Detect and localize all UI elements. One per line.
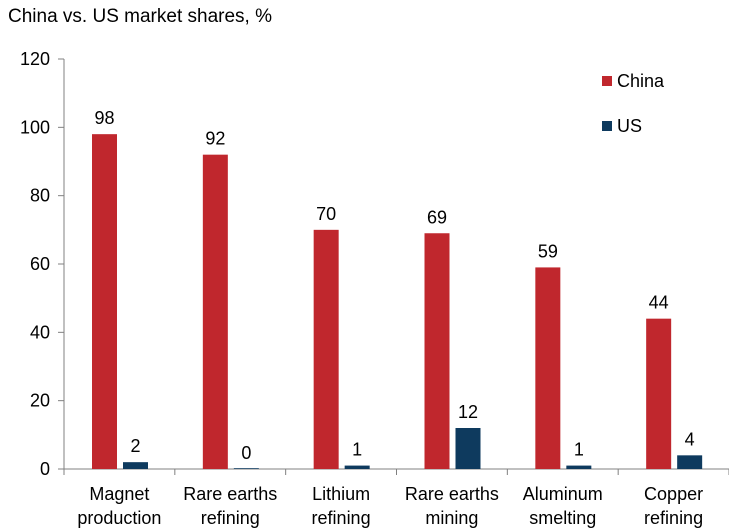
- bar-us: [677, 455, 703, 469]
- legend-swatch-china: [602, 76, 612, 86]
- y-axis-ticks: 0 20 40 60 80 100 120: [20, 49, 64, 479]
- category-label: refining: [312, 508, 371, 528]
- category-label: Lithium: [312, 484, 370, 504]
- chart-title: China vs. US market shares, %: [8, 6, 272, 27]
- y-tick-label: 60: [30, 254, 50, 274]
- bar-us: [123, 462, 148, 469]
- category-label: mining: [425, 508, 478, 528]
- bar-china: [202, 154, 228, 469]
- data-label-us: 2: [130, 436, 140, 456]
- bar-us: [566, 465, 592, 469]
- bar-china: [424, 233, 450, 469]
- data-label-us: 1: [352, 440, 362, 460]
- data-label-china: 69: [427, 207, 447, 227]
- category-label: refining: [201, 508, 260, 528]
- bar-china: [535, 267, 561, 469]
- y-tick-label: 120: [20, 49, 50, 69]
- category-label: smelting: [529, 508, 596, 528]
- x-axis-category-labels: Magnet production Rare earths refining Lithi…: [77, 484, 703, 528]
- bar-china: [313, 229, 339, 469]
- data-label-china: 59: [538, 241, 558, 261]
- y-tick-label: 100: [20, 117, 50, 137]
- legend-swatch-us: [602, 121, 612, 131]
- y-tick-label: 20: [30, 391, 50, 411]
- bar-china: [92, 134, 117, 469]
- category-label: Rare earths: [183, 484, 277, 504]
- data-label-china: 70: [316, 204, 336, 224]
- category-label: Rare earths: [405, 484, 499, 504]
- data-label-china: 44: [649, 293, 669, 313]
- legend-label-china: China: [617, 71, 665, 91]
- category-label: production: [77, 508, 161, 528]
- category-label: Copper: [644, 484, 703, 504]
- legend-label-us: US: [617, 116, 642, 136]
- bar-us: [233, 468, 259, 469]
- y-tick-label: 0: [40, 459, 50, 479]
- bar-china: [646, 318, 672, 469]
- data-label-us: 1: [574, 440, 584, 460]
- chart-bars: [92, 134, 703, 469]
- data-label-us: 0: [241, 443, 251, 463]
- bar-us: [455, 428, 481, 469]
- y-tick-label: 80: [30, 186, 50, 206]
- data-label-china: 92: [205, 129, 225, 149]
- chart-legend: China US: [602, 71, 665, 136]
- category-label: Aluminum: [523, 484, 603, 504]
- data-label-us: 4: [685, 429, 695, 449]
- bar-us: [344, 465, 370, 469]
- y-tick-label: 40: [30, 322, 50, 342]
- category-label: Magnet: [89, 484, 149, 504]
- data-label-us: 12: [458, 402, 478, 422]
- data-label-china: 98: [94, 108, 114, 128]
- category-label: refining: [644, 508, 703, 528]
